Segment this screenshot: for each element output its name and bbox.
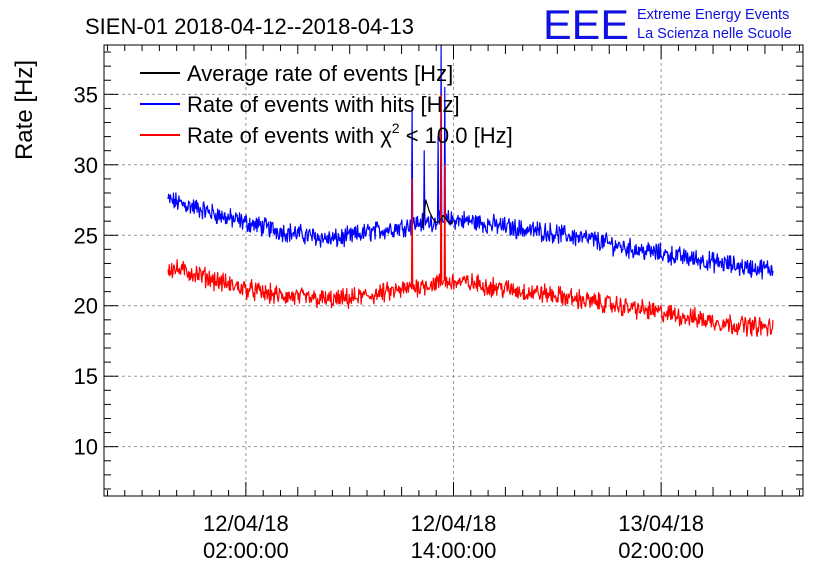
legend-label-suffix: < 10.0 [Hz] <box>400 123 513 148</box>
y-tick-label: 10 <box>74 435 98 460</box>
logo-line1: Extreme Energy Events <box>637 7 789 23</box>
y-tick-label: 15 <box>74 364 98 389</box>
x-tick-label-date: 12/04/18 <box>203 511 289 536</box>
legend-label-2: Rate of events with χ2 < 10.0 [Hz] <box>187 120 513 148</box>
series-line-2 <box>167 93 774 337</box>
legend: Average rate of events [Hz] Rate of event… <box>140 61 513 148</box>
legend-label-prefix: Rate of events with <box>187 123 380 148</box>
y-tick-label: 30 <box>74 153 98 178</box>
grid <box>104 45 803 496</box>
x-tick-label-time: 02:00:00 <box>618 538 704 563</box>
y-tick-label: 25 <box>74 223 98 248</box>
series-line-1 <box>167 44 774 280</box>
series-line-0 <box>421 199 454 229</box>
y-tick-label: 35 <box>74 82 98 107</box>
eee-logo: EEE Extreme Energy Events La Scienza nel… <box>543 1 792 48</box>
x-tick-label-time: 02:00:00 <box>203 538 289 563</box>
logo-mark: EEE <box>543 1 629 48</box>
axes: 10152025303512/04/1802:00:0012/04/1814:0… <box>74 45 803 563</box>
legend-label-chi: χ <box>380 123 392 148</box>
x-tick-label-date: 13/04/18 <box>618 511 704 536</box>
x-tick-label-time: 14:00:00 <box>411 538 497 563</box>
plot-frame <box>103 44 804 497</box>
series-layer <box>167 44 774 337</box>
y-axis-label: Rate [Hz] <box>11 60 38 160</box>
x-tick-label-date: 12/04/18 <box>411 511 497 536</box>
y-tick-label: 20 <box>74 294 98 319</box>
legend-label-sup: 2 <box>392 120 400 136</box>
chart-title: SIEN-01 2018-04-12--2018-04-13 <box>85 14 414 39</box>
legend-label-1: Rate of events with hits [Hz] <box>187 92 460 117</box>
legend-label-0: Average rate of events [Hz] <box>187 61 453 86</box>
logo-line2: La Scienza nelle Scuole <box>637 26 792 42</box>
